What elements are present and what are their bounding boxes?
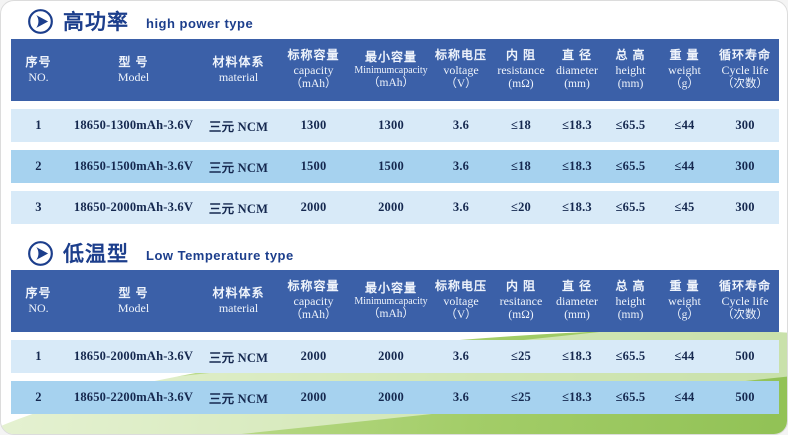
column-header: 标称电压 voltage （V） (434, 279, 487, 321)
cell: ≤44 (674, 159, 695, 173)
table-header-row: 序号 NO. 型 号 Model 材料体系 material 标称容量 capacity （mA… (11, 39, 779, 101)
cell: ≤65.5 (615, 390, 646, 404)
column-header: 直 径 diameter (mm) (556, 48, 598, 90)
column-header: 最小容量 Minimumcapacity （mAh） (354, 280, 428, 320)
cell: ≤65.5 (615, 159, 646, 173)
cell: ≤65.5 (615, 349, 646, 363)
column-header: 直 径 diameter (mm) (556, 279, 598, 321)
cell: 2000 (300, 390, 327, 404)
cell: ≤44 (674, 349, 695, 363)
column-header: 标称容量 capacity （mAh） (287, 279, 340, 321)
cell: 2000 (378, 390, 404, 404)
cell: 1500 (300, 159, 327, 173)
cell: 18650-1500mAh-3.6V (73, 159, 194, 173)
cell: ≤18.3 (562, 118, 592, 132)
cell: 2000 (300, 349, 327, 363)
column-header: 材料体系 material (212, 286, 265, 316)
cell: 3.6 (452, 200, 470, 214)
column-header: 型 号 Model (117, 286, 150, 316)
section-title-zh: 低温型 (63, 243, 129, 266)
cell: 3.6 (452, 349, 470, 363)
cell: 三元 NCM (208, 351, 269, 365)
cell: 三元 NCM (208, 392, 269, 406)
cell: 2 (35, 159, 42, 173)
cell: 3 (35, 200, 42, 214)
cell: 2000 (300, 200, 327, 214)
section-high-power: 高功率 high power type 序号 NO. 型 号 Model 材料体系 mat… (1, 1, 787, 232)
section-header: 高功率 high power type (1, 1, 787, 37)
section-low-temperature: 低温型 Low Temperature type 序号 NO. 型 号 Model 材料… (1, 232, 787, 422)
cell: ≤18.3 (562, 159, 592, 173)
table-row: 1 18650-2000mAh-3.6V 三元 NCM 2000 2000 3.6 ≤25 ≤… (11, 340, 779, 373)
column-header: 标称容量 capacity （mAh） (287, 48, 340, 90)
column-header: 标称电压 voltage （V） (434, 48, 487, 90)
cell: 1300 (378, 118, 404, 132)
cell: ≤65.5 (615, 118, 646, 132)
cell: 18650-2000mAh-3.6V (73, 200, 194, 214)
cell: 三元 NCM (208, 120, 269, 134)
circle-arrow-icon (28, 8, 53, 34)
cell: 2000 (378, 200, 404, 214)
cell: 三元 NCM (208, 202, 269, 216)
cell: 1500 (378, 159, 404, 173)
column-header: 循环寿命 Cycle life （次数） (718, 279, 771, 321)
cell: 300 (735, 200, 755, 214)
cell: ≤65.5 (615, 200, 646, 214)
column-header: 内 阻 resistance (mΩ) (497, 48, 545, 90)
column-header: 序号 NO. (25, 286, 52, 316)
table-row: 1 18650-1300mAh-3.6V 三元 NCM 1300 1300 3.6 ≤18 ≤… (11, 109, 779, 142)
column-header: 序号 NO. (25, 55, 52, 85)
cell: 3.6 (452, 118, 470, 132)
cell: 300 (735, 159, 755, 173)
cell: 2 (35, 390, 42, 404)
column-header: 总 高 height (mm) (615, 279, 646, 321)
cell: ≤18.3 (562, 349, 592, 363)
cell: 18650-1300mAh-3.6V (73, 118, 194, 132)
cell: 三元 NCM (208, 161, 269, 175)
cell: 1300 (300, 118, 327, 132)
table-row: 3 18650-2000mAh-3.6V 三元 NCM 2000 2000 3.6 ≤20 ≤… (11, 191, 779, 224)
cell: ≤18 (511, 159, 531, 173)
section-title-zh: 高功率 (63, 11, 129, 34)
column-header: 循环寿命 Cycle life （次数） (718, 48, 771, 90)
cell: ≤20 (511, 200, 531, 214)
cell: ≤44 (674, 118, 695, 132)
cell: 1 (35, 118, 42, 132)
cell: ≤45 (674, 200, 695, 214)
cell: ≤25 (511, 390, 531, 404)
cell: 3.6 (452, 390, 470, 404)
section-title-en: Low Temperature type (146, 247, 294, 263)
cell: 2000 (378, 349, 404, 363)
cell: ≤18.3 (562, 200, 592, 214)
cell: ≤18 (511, 118, 531, 132)
circle-arrow-icon (28, 240, 53, 266)
section-header: 低温型 Low Temperature type (1, 232, 787, 268)
cell: ≤18.3 (562, 390, 592, 404)
cell: 300 (735, 118, 755, 132)
table-row: 2 18650-2200mAh-3.6V 三元 NCM 2000 2000 3.6 ≤25 ≤… (11, 381, 779, 414)
cell: 500 (735, 390, 755, 404)
cell: ≤44 (674, 390, 695, 404)
table-header-row: 序号 NO. 型 号 Model 材料体系 material 标称容量 capacity （mA… (11, 270, 779, 332)
column-header: 最小容量 Minimumcapacity （mAh） (354, 49, 428, 89)
column-header: 重 量 weight （g） (668, 48, 701, 90)
column-header: 重 量 weight （g） (668, 279, 701, 321)
cell: 18650-2000mAh-3.6V (73, 349, 194, 363)
column-header: 型 号 Model (117, 55, 150, 85)
column-header: 材料体系 material (212, 55, 265, 85)
spec-table-low-temperature: 序号 NO. 型 号 Model 材料体系 material 标称容量 capacity （mA… (11, 262, 779, 422)
cell: 18650-2200mAh-3.6V (73, 390, 194, 404)
spec-table-high-power: 序号 NO. 型 号 Model 材料体系 material 标称容量 capacity （mA… (11, 31, 779, 232)
cell: 500 (735, 349, 755, 363)
cell: 3.6 (452, 159, 470, 173)
cell: ≤25 (511, 349, 531, 363)
section-title-en: high power type (146, 15, 254, 31)
table-row: 2 18650-1500mAh-3.6V 三元 NCM 1500 1500 3.6 ≤18 ≤… (11, 150, 779, 183)
column-header: 内 阻 resitance (mΩ) (499, 279, 543, 321)
column-header: 总 高 height (mm) (615, 48, 646, 90)
cell: 1 (35, 349, 42, 363)
